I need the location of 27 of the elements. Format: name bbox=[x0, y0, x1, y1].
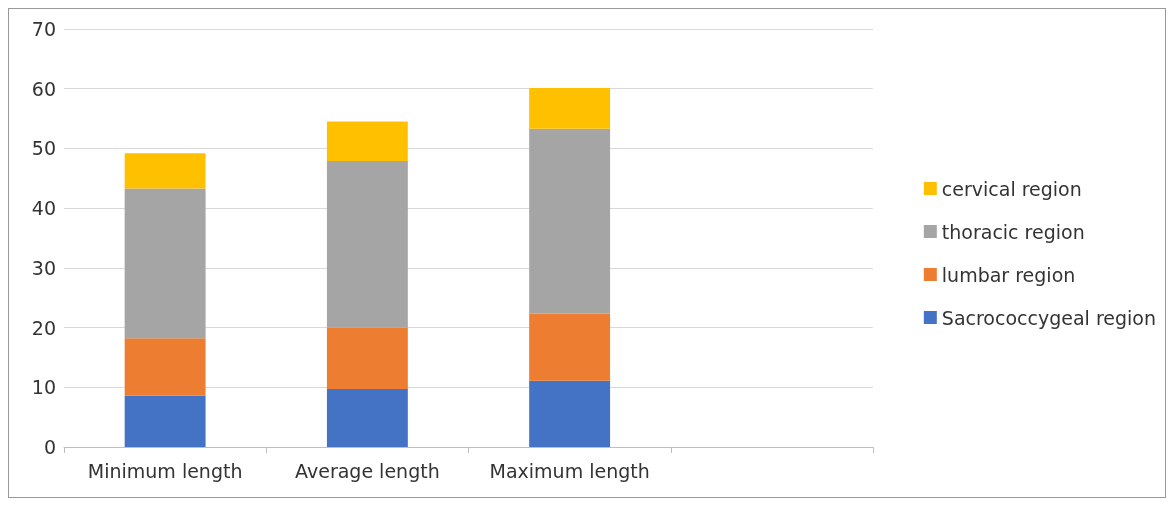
y-tick-label: 60 bbox=[31, 77, 56, 100]
bar bbox=[326, 121, 408, 161]
y-tick-label: 40 bbox=[31, 197, 56, 220]
y-tick-label: 20 bbox=[31, 316, 56, 339]
y-tick-label: 70 bbox=[31, 18, 56, 40]
y-tick-label: 30 bbox=[31, 256, 56, 279]
legend-label: Sacrococcygeal region bbox=[941, 306, 1157, 329]
bar bbox=[124, 153, 206, 189]
bar bbox=[529, 313, 611, 381]
bar bbox=[124, 338, 206, 396]
bar bbox=[529, 380, 611, 447]
bar bbox=[326, 160, 408, 328]
y-tick-label: 50 bbox=[31, 137, 56, 160]
y-tick-label: 0 bbox=[43, 436, 56, 458]
bar bbox=[529, 128, 611, 314]
bar bbox=[124, 188, 206, 339]
x-tick-label: Minimum length bbox=[87, 459, 243, 482]
bar bbox=[124, 395, 206, 447]
legend-label: thoracic region bbox=[941, 220, 1085, 243]
x-tick-label: Maximum length bbox=[489, 459, 650, 482]
legend-label: cervical region bbox=[941, 177, 1082, 200]
legend-label: lumbar region bbox=[941, 263, 1076, 286]
bar bbox=[326, 327, 408, 390]
x-tick-label: Average length bbox=[295, 459, 440, 482]
bar bbox=[326, 389, 408, 447]
y-tick-label: 10 bbox=[31, 376, 56, 399]
bar bbox=[529, 88, 611, 129]
